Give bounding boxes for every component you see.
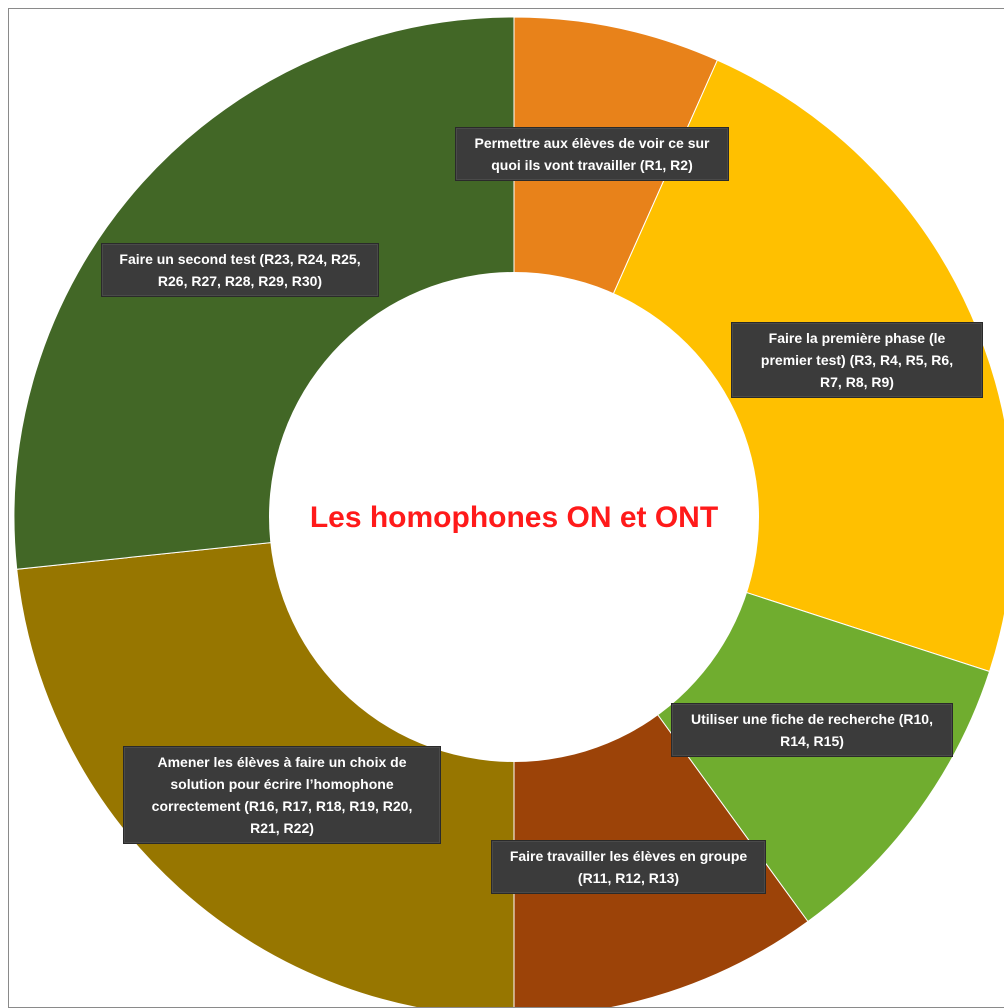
slice-label-5: Amener les élèves à faire un choix de so… [123,746,441,844]
chart-title: Les homophones ON et ONT [310,501,718,534]
chart-frame: Les homophones ON et ONT Permettre aux é… [8,8,1004,1008]
slice-label-1: Permettre aux élèves de voir ce sur quoi… [455,127,729,181]
donut-hole [269,272,759,762]
slice-label-6: Faire un second test (R23, R24, R25, R26… [101,243,379,297]
slice-label-3: Utiliser une fiche de recherche (R10, R1… [671,703,953,757]
slice-label-4: Faire travailler les élèves en groupe (R… [491,840,766,894]
slice-label-2: Faire la première phase (le premier test… [731,322,983,398]
